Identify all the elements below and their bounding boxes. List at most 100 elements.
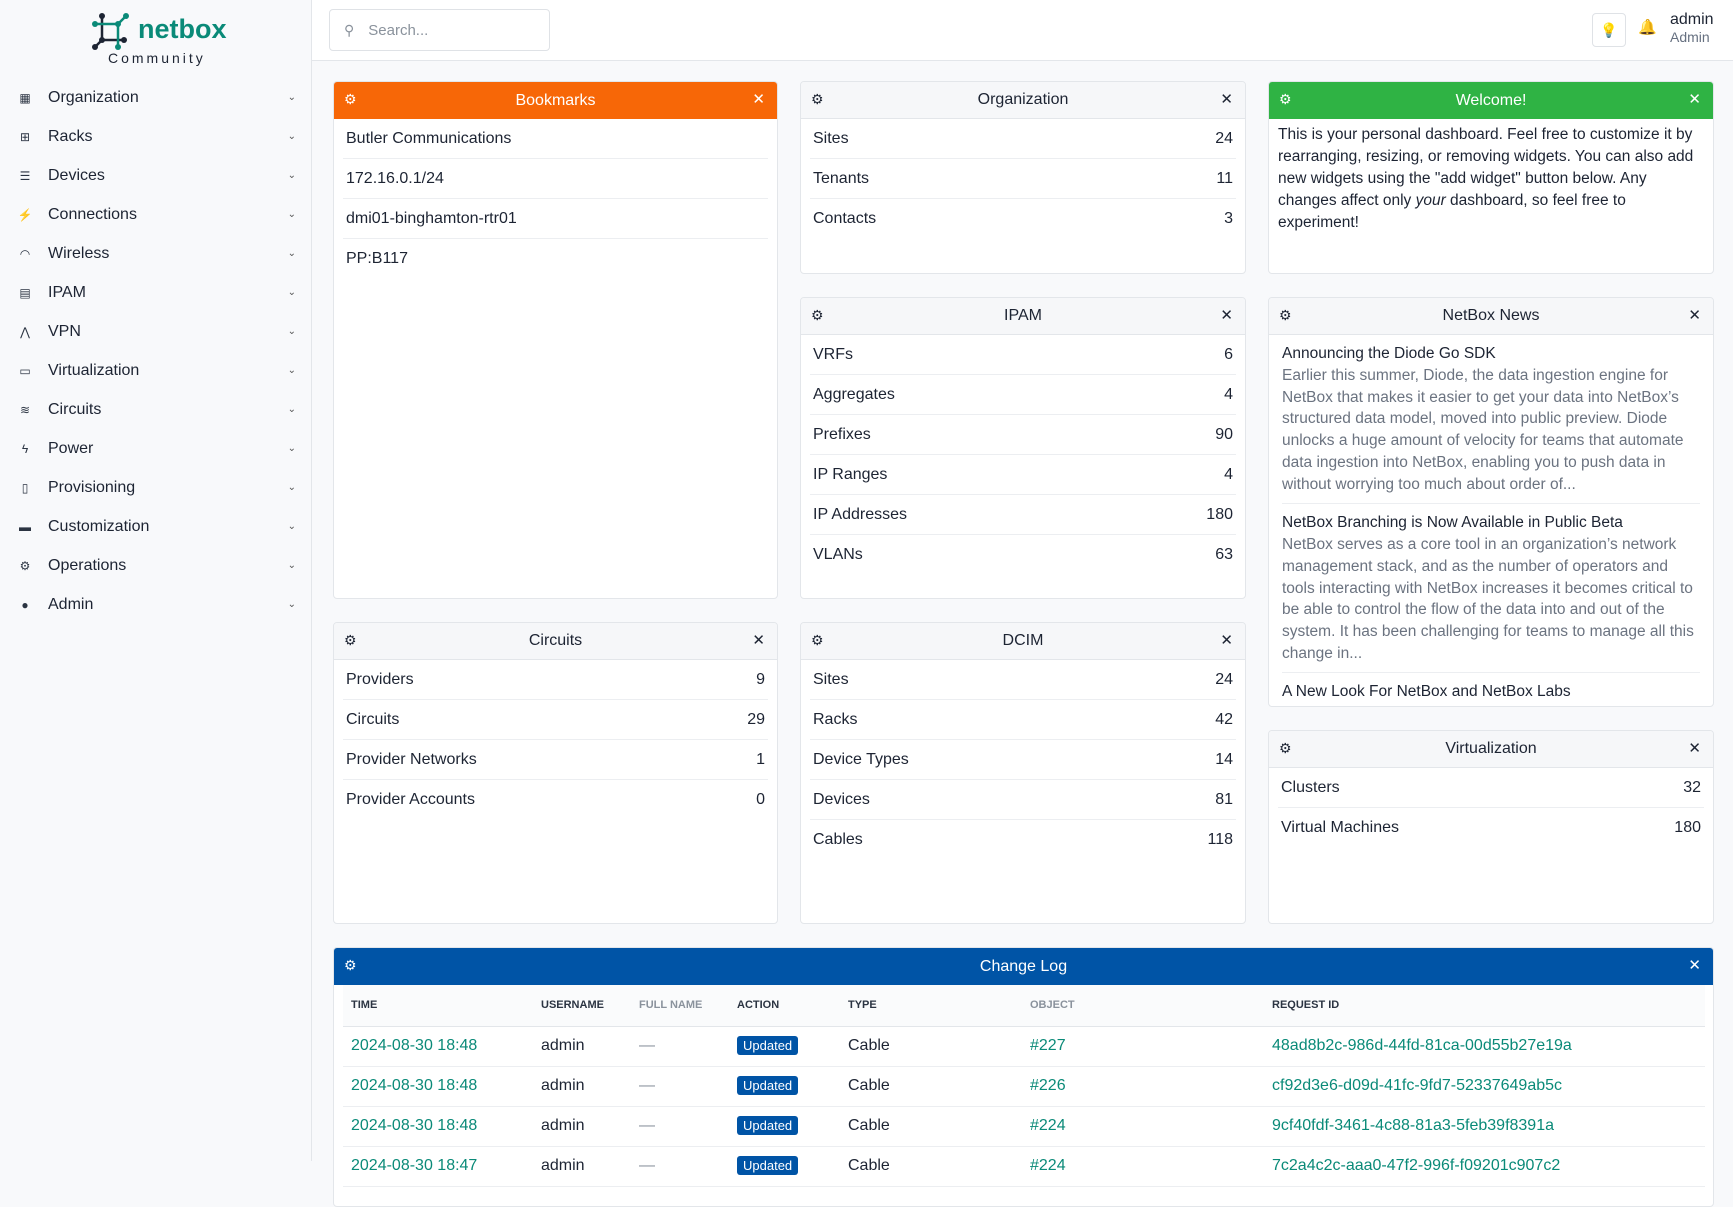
column-header[interactable]: OBJECT: [1022, 985, 1264, 1027]
stat-count: 24: [1215, 670, 1233, 688]
search-input[interactable]: [368, 21, 529, 39]
close-icon[interactable]: ✕: [1688, 91, 1701, 108]
bookmark-item[interactable]: PP:B117: [343, 239, 768, 279]
stat-row[interactable]: Provider Networks 1: [343, 740, 768, 780]
request-id-link[interactable]: 9cf40fdf-3461-4c88-81a3-5feb39f8391a: [1264, 1106, 1705, 1147]
stat-row[interactable]: Racks 42: [810, 700, 1236, 740]
bell-icon[interactable]: 🔔: [1638, 19, 1657, 36]
bookmark-item[interactable]: 172.16.0.1/24: [343, 159, 768, 199]
stat-row[interactable]: Contacts 3: [810, 199, 1236, 239]
stat-row[interactable]: Sites 24: [810, 119, 1236, 159]
stat-row[interactable]: Circuits 29: [343, 700, 768, 740]
stat-count: 180: [1674, 819, 1701, 836]
stat-row[interactable]: Clusters 32: [1278, 768, 1704, 808]
news-title[interactable]: A New Look For NetBox and NetBox Labs: [1282, 683, 1571, 701]
gear-icon[interactable]: ⚙: [811, 91, 824, 107]
sidebar-item-ipam[interactable]: ▤ IPAM ⌄: [0, 273, 312, 312]
time-link[interactable]: 2024-08-30 18:47: [343, 1146, 533, 1187]
stat-row[interactable]: Devices 81: [810, 780, 1236, 820]
stat-row[interactable]: Prefixes 90: [810, 415, 1236, 455]
news-item[interactable]: NetBox Branching is Now Available in Pub…: [1282, 512, 1700, 674]
netbox-logo[interactable]: netbox Community: [92, 12, 232, 70]
column-header[interactable]: REQUEST ID: [1264, 985, 1705, 1027]
stat-row[interactable]: Device Types 14: [810, 740, 1236, 780]
stat-row[interactable]: IP Addresses 180: [810, 495, 1236, 535]
time-link[interactable]: 2024-08-30 18:48: [343, 1066, 533, 1107]
stat-row[interactable]: Sites 24: [810, 660, 1236, 700]
search-box[interactable]: ⚲: [329, 9, 550, 51]
column-header[interactable]: FULL NAME: [631, 985, 729, 1027]
gear-icon[interactable]: ⚙: [344, 957, 357, 973]
stat-row[interactable]: Cables 118: [810, 820, 1236, 860]
bookmark-link[interactable]: 172.16.0.1/24: [346, 169, 444, 187]
close-icon[interactable]: ✕: [1220, 632, 1233, 649]
full-name: —: [631, 1066, 729, 1107]
news-title[interactable]: NetBox Branching is Now Available in Pub…: [1282, 514, 1623, 532]
sidebar-item-connections[interactable]: ⚡ Connections ⌄: [0, 195, 312, 234]
object-link[interactable]: #224: [1022, 1106, 1264, 1147]
column-header[interactable]: USERNAME: [533, 985, 631, 1027]
gear-icon[interactable]: ⚙: [811, 632, 824, 648]
time-link[interactable]: 2024-08-30 18:48: [343, 1026, 533, 1067]
sidebar-item-wireless[interactable]: ◠ Wireless ⌄: [0, 234, 312, 273]
sidebar-item-admin[interactable]: ● Admin ⌄: [0, 585, 312, 624]
sidebar-item-circuits[interactable]: ≋ Circuits ⌄: [0, 390, 312, 429]
stat-row[interactable]: VLANs 63: [810, 535, 1236, 575]
column-header[interactable]: TYPE: [840, 985, 1022, 1027]
news-item[interactable]: Announcing the Diode Go SDK Earlier this …: [1282, 343, 1700, 505]
sidebar-item-virtualization[interactable]: ▭ Virtualization ⌄: [0, 351, 312, 390]
time-link[interactable]: 2024-08-30 18:48: [343, 1106, 533, 1147]
gear-icon[interactable]: ⚙: [344, 91, 357, 107]
object-link[interactable]: #226: [1022, 1066, 1264, 1107]
gear-icon[interactable]: ⚙: [811, 307, 824, 323]
sidebar-item-devices[interactable]: ☰ Devices ⌄: [0, 156, 312, 195]
stat-row[interactable]: IP Ranges 4: [810, 455, 1236, 495]
close-icon[interactable]: ✕: [752, 632, 765, 649]
sidebar-item-label: Devices: [48, 166, 105, 184]
close-icon[interactable]: ✕: [1220, 307, 1233, 324]
user-menu[interactable]: admin Admin: [1670, 11, 1714, 45]
request-id-link[interactable]: cf92d3e6-d09d-41fc-9fd7-52337649ab5c: [1264, 1066, 1705, 1107]
sidebar-item-vpn[interactable]: ⋀ VPN ⌄: [0, 312, 312, 351]
request-id-link[interactable]: 7c2a4c2c-aaa0-47f2-996f-f09201c907c2: [1264, 1146, 1705, 1187]
bookmark-item[interactable]: dmi01-binghamton-rtr01: [343, 199, 768, 239]
sidebar-item-power[interactable]: ϟ Power ⌄: [0, 429, 312, 468]
news-item[interactable]: A New Look For NetBox and NetBox Labs: [1282, 681, 1700, 706]
stat-count: 6: [1224, 345, 1233, 363]
object-link[interactable]: #224: [1022, 1146, 1264, 1187]
stat-row[interactable]: VRFs 6: [810, 335, 1236, 375]
sidebar-item-operations[interactable]: ⚙ Operations ⌄: [0, 546, 312, 585]
close-icon[interactable]: ✕: [1688, 957, 1701, 974]
close-icon[interactable]: ✕: [752, 91, 765, 108]
stat-row[interactable]: Providers 9: [343, 660, 768, 700]
theme-toggle-button[interactable]: 💡: [1592, 13, 1626, 47]
sidebar-item-organization[interactable]: ▦ Organization ⌄: [0, 78, 312, 117]
object-link[interactable]: #227: [1022, 1026, 1264, 1067]
widget-header: ⚙ Organization ✕: [801, 82, 1245, 119]
sidebar-item-provisioning[interactable]: ▯ Provisioning ⌄: [0, 468, 312, 507]
news-title[interactable]: Announcing the Diode Go SDK: [1282, 345, 1496, 362]
column-header[interactable]: TIME: [343, 985, 533, 1027]
column-header[interactable]: ACTION: [729, 985, 840, 1027]
close-icon[interactable]: ✕: [1688, 307, 1701, 324]
gear-icon[interactable]: ⚙: [1279, 91, 1292, 107]
sidebar: netbox Community ▦ Organization ⌄ ⊞ Racks ⌄ ☰ D…: [0, 0, 312, 1161]
bookmark-link[interactable]: PP:B117: [346, 250, 408, 267]
bookmark-link[interactable]: dmi01-binghamton-rtr01: [346, 209, 517, 227]
stat-row[interactable]: Tenants 11: [810, 159, 1236, 199]
close-icon[interactable]: ✕: [1220, 91, 1233, 108]
bookmark-item[interactable]: Butler Communications: [343, 119, 768, 159]
request-id-link[interactable]: 48ad8b2c-986d-44fd-81ca-00d55b27e19a: [1264, 1026, 1705, 1067]
sidebar-item-customization[interactable]: ▬ Customization ⌄: [0, 507, 312, 546]
bookmark-link[interactable]: Butler Communications: [346, 129, 512, 147]
gear-icon[interactable]: ⚙: [344, 632, 357, 648]
stat-row[interactable]: Provider Accounts 0: [343, 780, 768, 820]
stat-row[interactable]: Virtual Machines 180: [1278, 808, 1704, 848]
sidebar-item-label: VPN: [48, 322, 81, 340]
gear-icon[interactable]: ⚙: [1279, 740, 1292, 756]
stat-row[interactable]: Aggregates 4: [810, 375, 1236, 415]
close-icon[interactable]: ✕: [1688, 740, 1701, 757]
sidebar-item-racks[interactable]: ⊞ Racks ⌄: [0, 117, 312, 156]
gear-icon[interactable]: ⚙: [1279, 307, 1292, 323]
plug-icon: ⚡: [17, 207, 33, 222]
